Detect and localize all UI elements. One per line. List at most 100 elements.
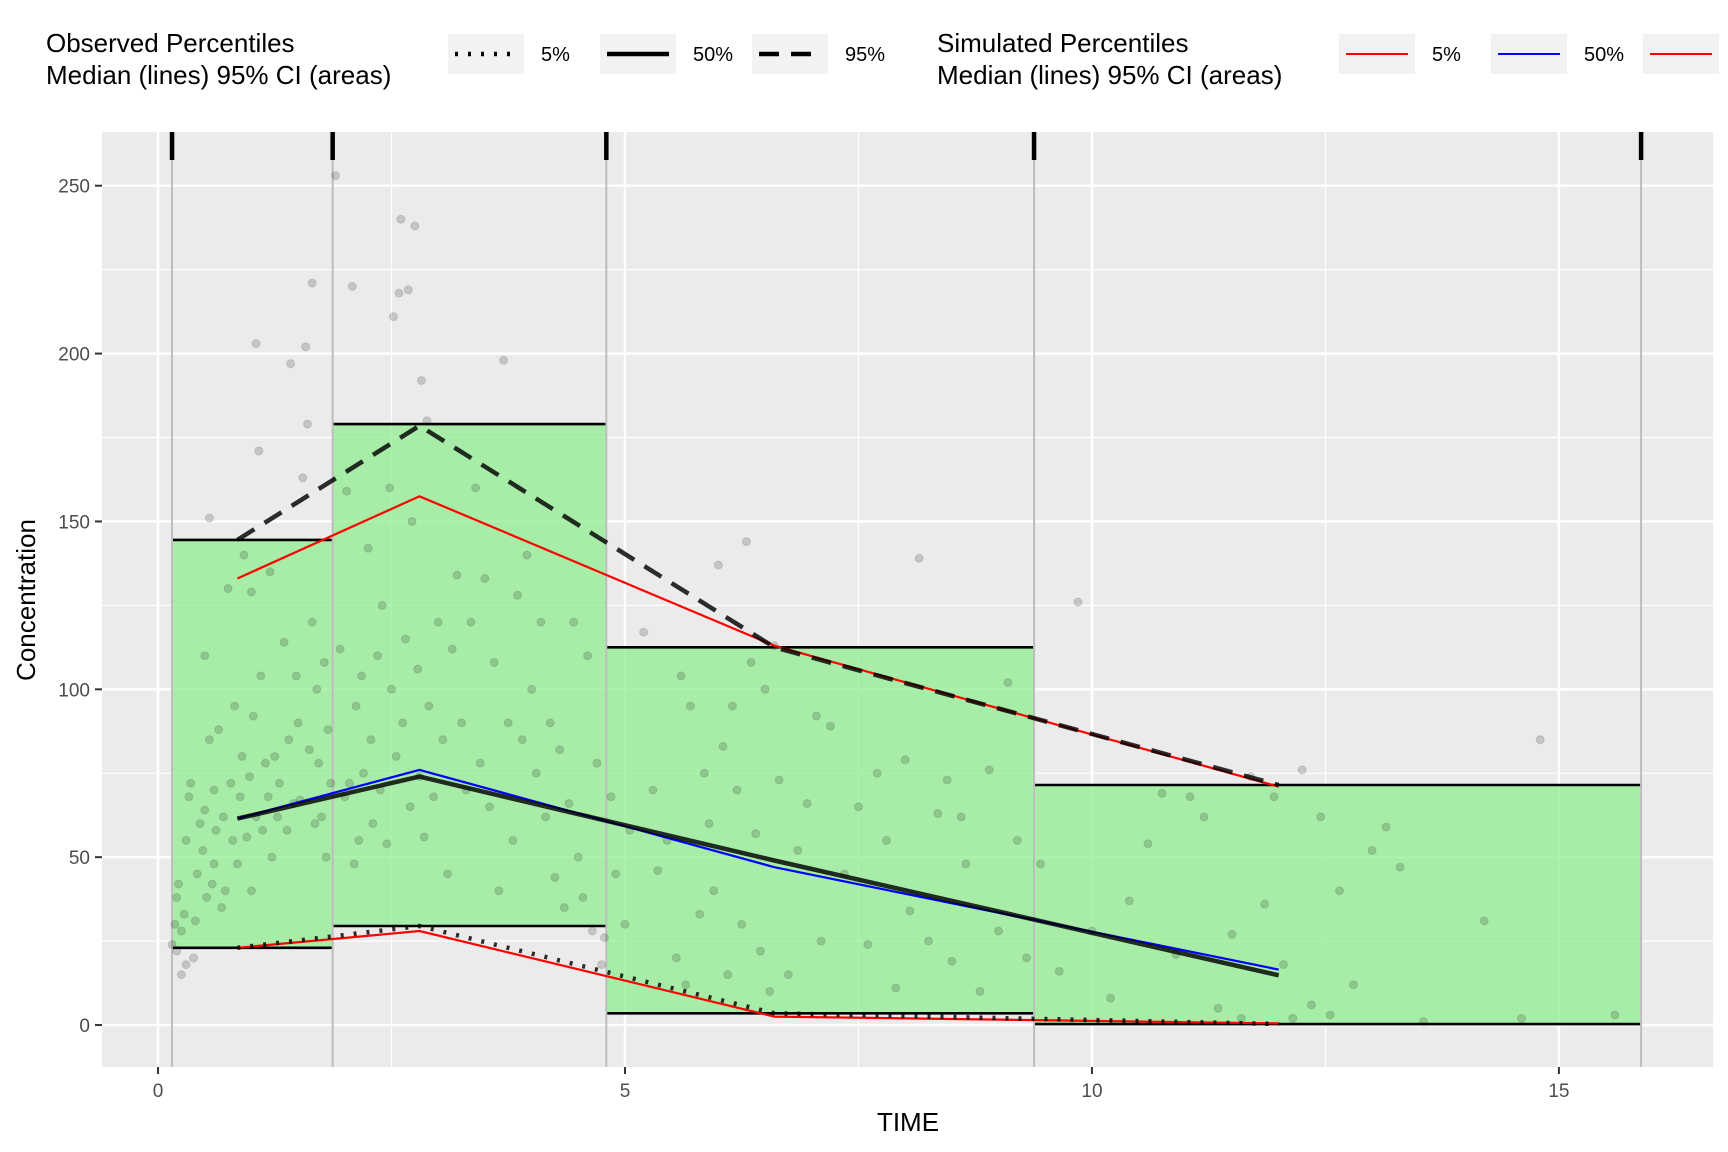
data-point bbox=[1260, 899, 1270, 909]
data-point bbox=[1269, 792, 1279, 802]
data-point bbox=[741, 537, 751, 547]
data-point bbox=[1517, 1013, 1527, 1023]
data-point bbox=[326, 778, 336, 788]
data-point bbox=[1213, 1003, 1223, 1013]
band-fill bbox=[606, 647, 1035, 1014]
data-point bbox=[1227, 929, 1237, 939]
data-point bbox=[413, 664, 423, 674]
data-point bbox=[254, 446, 264, 456]
data-point bbox=[555, 745, 565, 755]
data-point bbox=[1418, 1017, 1428, 1027]
data-point bbox=[422, 416, 432, 426]
simulated-legend-label: 5% bbox=[1432, 44, 1461, 66]
data-point bbox=[975, 986, 985, 996]
data-point bbox=[363, 543, 373, 553]
data-point bbox=[802, 798, 812, 808]
data-point bbox=[653, 866, 663, 876]
band-fill bbox=[332, 424, 607, 926]
data-point bbox=[1479, 916, 1489, 926]
data-point bbox=[513, 590, 523, 600]
data-point bbox=[503, 718, 513, 728]
data-point bbox=[349, 859, 359, 869]
data-point bbox=[1012, 835, 1022, 845]
data-point bbox=[1022, 953, 1032, 963]
simulated-legend-label: 50% bbox=[1584, 44, 1624, 66]
data-point bbox=[1395, 862, 1405, 872]
observed-points bbox=[167, 171, 1620, 1027]
simulated-legend-title: Simulated Percentiles bbox=[937, 28, 1188, 58]
data-point bbox=[416, 375, 426, 385]
data-point bbox=[258, 825, 268, 835]
data-point bbox=[195, 819, 205, 829]
data-point bbox=[220, 886, 230, 896]
data-point bbox=[263, 792, 273, 802]
data-point bbox=[1381, 822, 1391, 832]
data-point bbox=[746, 657, 756, 667]
legend: Observed Percentiles Median (lines) 95% … bbox=[46, 28, 1719, 90]
data-point bbox=[396, 214, 406, 224]
data-point bbox=[248, 711, 258, 721]
data-point bbox=[760, 684, 770, 694]
data-point bbox=[438, 735, 448, 745]
data-point bbox=[1316, 812, 1326, 822]
y-tick-label: 50 bbox=[69, 848, 90, 869]
data-point bbox=[1367, 845, 1377, 855]
data-point bbox=[984, 765, 994, 775]
data-point bbox=[256, 671, 266, 681]
data-point bbox=[1610, 1010, 1620, 1020]
data-point bbox=[321, 852, 331, 862]
data-point bbox=[783, 970, 793, 980]
data-point bbox=[573, 852, 583, 862]
data-point bbox=[863, 939, 873, 949]
observed-legend-label: 5% bbox=[541, 44, 570, 66]
data-point bbox=[314, 758, 324, 768]
data-point bbox=[825, 721, 835, 731]
data-point bbox=[924, 936, 934, 946]
data-point bbox=[307, 617, 317, 627]
observed-legend-item: 50% bbox=[600, 34, 733, 74]
data-point bbox=[398, 718, 408, 728]
data-point bbox=[190, 916, 200, 926]
data-point bbox=[265, 567, 275, 577]
data-point bbox=[242, 832, 252, 842]
data-point bbox=[170, 919, 180, 929]
data-point bbox=[564, 798, 574, 808]
data-point bbox=[394, 288, 404, 298]
data-point bbox=[181, 960, 191, 970]
data-point bbox=[274, 778, 284, 788]
data-point bbox=[286, 359, 296, 369]
data-point bbox=[676, 671, 686, 681]
data-point bbox=[304, 745, 314, 755]
data-point bbox=[732, 785, 742, 795]
data-point bbox=[900, 755, 910, 765]
simulated-95pct-line bbox=[236, 495, 1279, 788]
data-point bbox=[246, 587, 256, 597]
y-tick-label: 0 bbox=[79, 1016, 90, 1037]
data-point bbox=[298, 473, 308, 483]
data-point bbox=[424, 701, 434, 711]
data-point bbox=[1348, 980, 1358, 990]
data-point bbox=[578, 892, 588, 902]
data-point bbox=[1306, 1000, 1316, 1010]
x-tick-label: 15 bbox=[1548, 1081, 1569, 1102]
data-point bbox=[536, 617, 546, 627]
data-point bbox=[583, 651, 593, 661]
data-point bbox=[527, 684, 537, 694]
data-point bbox=[419, 832, 429, 842]
data-point bbox=[550, 872, 560, 882]
percentile-bands bbox=[172, 422, 1642, 1026]
legend-key-background bbox=[448, 34, 524, 74]
data-point bbox=[246, 886, 256, 896]
simulated-5pct-line bbox=[237, 929, 1279, 1025]
data-point bbox=[228, 835, 238, 845]
data-point bbox=[368, 819, 378, 829]
data-point bbox=[260, 758, 270, 768]
data-point bbox=[765, 986, 775, 996]
observed-legend-item: 5% bbox=[448, 34, 570, 74]
data-point bbox=[793, 845, 803, 855]
data-point bbox=[323, 725, 333, 735]
data-point bbox=[433, 617, 443, 627]
data-point bbox=[774, 775, 784, 785]
data-point bbox=[471, 483, 481, 493]
